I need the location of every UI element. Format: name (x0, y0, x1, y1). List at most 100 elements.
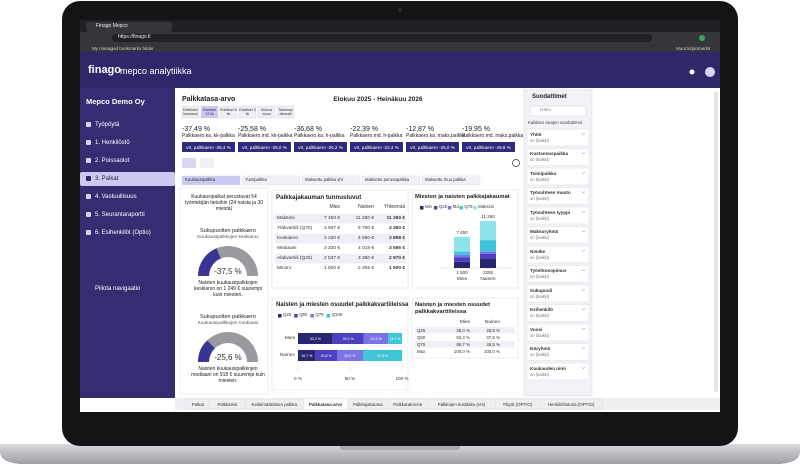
period-button-label[interactable]: Edelliset 6 kk (220, 107, 237, 116)
filter-card[interactable] (526, 226, 590, 244)
filter-name[interactable]: Sukupuoli (530, 287, 553, 293)
subtab-label[interactable]: Kuukausipalkka (185, 177, 216, 182)
filter-card[interactable] (526, 245, 590, 264)
filter-state[interactable]: on (kaikki) (530, 235, 550, 240)
subtab[interactable] (181, 175, 241, 186)
nav-item[interactable]: 4. Vastuullisuus (95, 193, 137, 200)
bottom-tab-label[interactable]: Palkat (191, 401, 204, 407)
filter-name[interactable]: Toimipaikka (530, 170, 557, 176)
subtab[interactable] (361, 175, 421, 186)
subtab-label[interactable]: Maksettu palkka yht (305, 177, 343, 182)
bottom-tab-label[interactable]: Palkkatasa-arvo (308, 401, 343, 407)
address-bar[interactable] (112, 34, 652, 42)
bell-icon[interactable] (689, 69, 695, 75)
filter-state[interactable]: on (kaikki) (530, 371, 550, 377)
filter-name[interactable]: Ikäryhmä (530, 346, 551, 351)
period-button-label[interactable]: Kuluva vuosi (261, 107, 272, 116)
filter-name[interactable]: Työehtosopimus (530, 268, 567, 273)
bottom-tab-label[interactable]: Henkilöhistoria (OPTIO) (547, 401, 595, 407)
period-button[interactable] (219, 105, 238, 119)
filter-card[interactable] (526, 362, 590, 381)
filter-name[interactable]: Kuukauden nimi (530, 365, 566, 371)
scrollbar[interactable] (714, 92, 718, 392)
kpi-compare[interactable] (462, 142, 515, 152)
bookmark[interactable]: Muut kirjanmerkit (676, 45, 711, 51)
filter-card[interactable] (526, 187, 590, 205)
filter-state[interactable]: on (kaikki) (530, 215, 550, 221)
bottom-tab-label[interactable]: Palkkojen kustilaku (vrs) (437, 401, 486, 407)
period-button-label[interactable]: Edelliset 3 kk (239, 107, 256, 116)
filter-card[interactable] (526, 206, 590, 225)
kpi-compare[interactable] (294, 142, 347, 152)
nav-item[interactable]: 1. Henkilöstö (95, 139, 130, 146)
period-button-label[interactable]: Edelliset 12 kk (202, 107, 217, 116)
filter-card[interactable] (526, 265, 590, 283)
filter-card[interactable] (526, 304, 590, 322)
filter-state[interactable]: on (kaikki) (530, 332, 550, 338)
filter-state[interactable]: on (kaikki) (530, 274, 550, 279)
subtab[interactable] (301, 175, 361, 186)
filter-name[interactable]: Nimike (530, 248, 546, 254)
kpi-compare-label[interactable]: vrt. palkkaero -36,2 % (298, 144, 343, 150)
tab-title[interactable]: Finago Mepco (96, 22, 128, 29)
nav-item[interactable]: Työpöytä (95, 121, 120, 128)
subtab[interactable] (421, 175, 481, 186)
user-icon[interactable] (705, 67, 715, 77)
filter-state[interactable]: on (kaikki) (530, 157, 550, 162)
filter-name[interactable]: Vuosi (530, 326, 543, 332)
hide-nav[interactable]: Piilota navigaatio (95, 286, 141, 292)
kpi-compare[interactable] (350, 142, 403, 152)
period-button[interactable] (200, 105, 219, 119)
bottom-tab[interactable] (539, 398, 603, 410)
bottom-tab-label[interactable]: Palkkarivit (217, 401, 238, 407)
nav-item[interactable]: 2. Poissaolot (95, 157, 130, 164)
period-button[interactable] (181, 105, 200, 119)
filter-state[interactable]: on (kaikki) (530, 196, 550, 201)
filter-name[interactable]: Maksuryhmä (530, 229, 559, 234)
filter-name[interactable]: Yhtiö (530, 131, 542, 137)
filter-state[interactable]: on (kaikki) (530, 313, 550, 318)
kpi-compare-label[interactable]: vrt. palkkaero -49,6 % (466, 144, 511, 150)
bookmark[interactable]: My managed bookmarks folder (92, 45, 154, 51)
subtab[interactable] (241, 175, 301, 186)
browser-tab[interactable] (86, 22, 172, 32)
info-icon[interactable] (512, 159, 520, 167)
subtab-label[interactable]: Maksettu muu palkka (425, 177, 466, 182)
bottom-tab-label[interactable]: Palkkarakenne (393, 401, 423, 407)
nav-item[interactable]: 3. Palkat (95, 175, 119, 182)
nav-item[interactable]: 5. Seurantaraportti (95, 211, 145, 218)
filter-state[interactable]: on (kaikki) (530, 352, 550, 357)
period-button-label[interactable]: Tarkempi aikaväli (278, 107, 293, 116)
filter-name[interactable]: Työsuhteen tyyppi (530, 209, 571, 215)
filter-name[interactable]: Työsuhteen muoto (530, 190, 571, 195)
kpi-compare-label[interactable]: vrt. palkkaero -22,4 % (354, 144, 399, 150)
period-button[interactable] (257, 105, 276, 119)
bottom-tab-label[interactable]: Palkkajakauma (352, 401, 383, 407)
kpi-compare[interactable] (406, 142, 459, 152)
kpi-compare[interactable] (182, 142, 235, 152)
filter-card[interactable] (526, 167, 590, 186)
period-button[interactable] (276, 105, 295, 119)
filter-state[interactable]: on (kaikki) (530, 176, 550, 182)
filter-state[interactable]: on (kaikki) (530, 137, 550, 143)
search-box[interactable] (529, 105, 587, 117)
period-button-label[interactable]: Edellinen kuukausi (183, 107, 198, 116)
period-button[interactable] (238, 105, 257, 119)
filter-state[interactable]: on (kaikki) (530, 293, 550, 299)
filter-card[interactable] (526, 323, 590, 342)
filter-card[interactable] (526, 284, 590, 303)
filter-card[interactable] (526, 148, 590, 166)
search-icon[interactable] (200, 158, 214, 168)
subtab-label[interactable]: Tuntipalkka (245, 177, 267, 182)
search-placeholder[interactable]: Haku (540, 108, 552, 113)
kpi-compare-label[interactable]: vrt. palkkaero -36,4 % (186, 144, 231, 150)
filter-name[interactable]: Kustannuspaikka (530, 151, 569, 156)
subtab-label[interactable]: Maksettu perusapalkka (365, 177, 410, 182)
filter-state[interactable]: on (kaikki) (530, 254, 550, 260)
nav-item[interactable]: 6. Esihenkilöt (Optio) (95, 229, 151, 236)
bottom-tab-label[interactable]: Ylityöt (OPTIO) (502, 401, 533, 407)
table-icon[interactable] (182, 158, 196, 168)
filter-card[interactable] (526, 128, 590, 147)
kpi-compare-label[interactable]: vrt. palkkaero -36,0 % (242, 144, 287, 150)
url[interactable]: https://finago.fi (118, 34, 151, 40)
